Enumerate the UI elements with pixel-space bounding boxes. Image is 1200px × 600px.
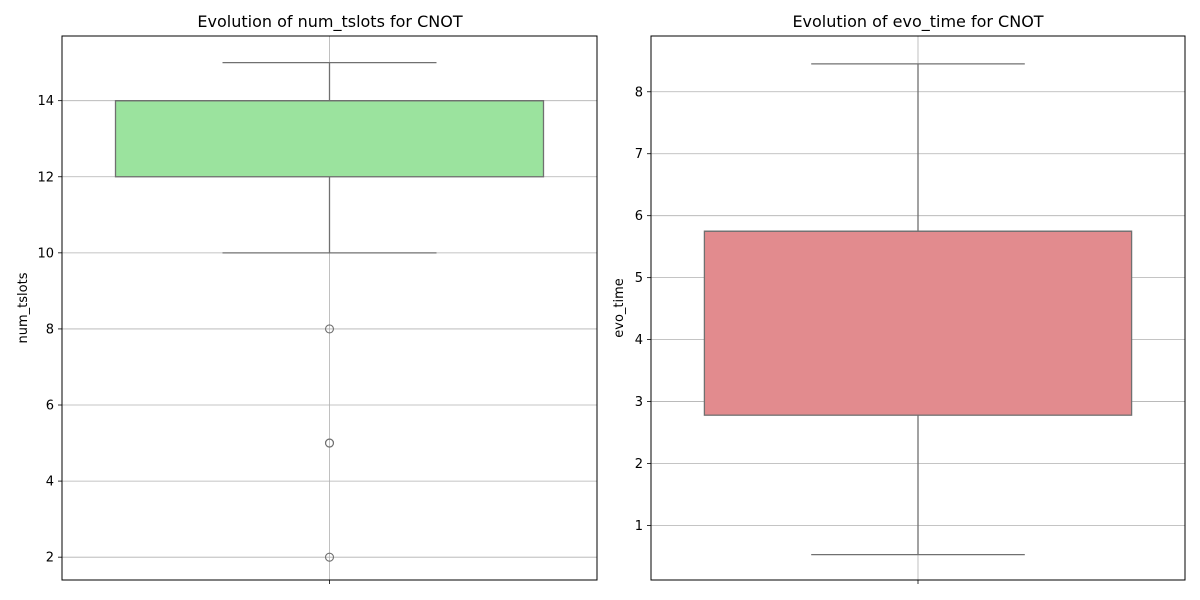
- y-axis-label: num_tslots: [16, 272, 31, 343]
- num-tslots-chart: Evolution of num_tslots for CNOT num_tsl…: [16, 12, 598, 584]
- outlier-point: [324, 552, 335, 562]
- plot-frame: [61, 35, 598, 581]
- y-tick-label: 6: [635, 209, 643, 224]
- y-tick-label: 2: [635, 457, 643, 472]
- y-tick-label: 3: [635, 395, 643, 410]
- y-tick-label: 7: [635, 147, 643, 162]
- box: [703, 230, 1133, 416]
- y-tick-label: 5: [635, 271, 643, 286]
- y-tick-label: 12: [37, 170, 54, 185]
- y-tick-label: 4: [635, 333, 643, 348]
- y-tick-label: 8: [46, 322, 54, 337]
- outlier-point: [324, 324, 335, 334]
- chart-title: Evolution of num_tslots for CNOT: [197, 12, 462, 32]
- y-tick-label: 10: [37, 246, 54, 261]
- y-axis-label: evo_time: [612, 278, 627, 338]
- plot-frame: [650, 35, 1186, 581]
- box: [114, 100, 545, 178]
- y-tick-label: 2: [46, 551, 54, 566]
- chart-title: Evolution of evo_time for CNOT: [792, 12, 1043, 32]
- y-tick-label: 14: [37, 94, 54, 109]
- evo-time-chart: Evolution of evo_time for CNOT evo_time …: [612, 12, 1186, 584]
- y-tick-label: 6: [46, 399, 54, 414]
- y-tick-label: 4: [46, 475, 54, 490]
- outlier-point: [324, 438, 335, 448]
- y-tick-label: 1: [635, 519, 643, 534]
- y-tick-label: 8: [635, 85, 643, 100]
